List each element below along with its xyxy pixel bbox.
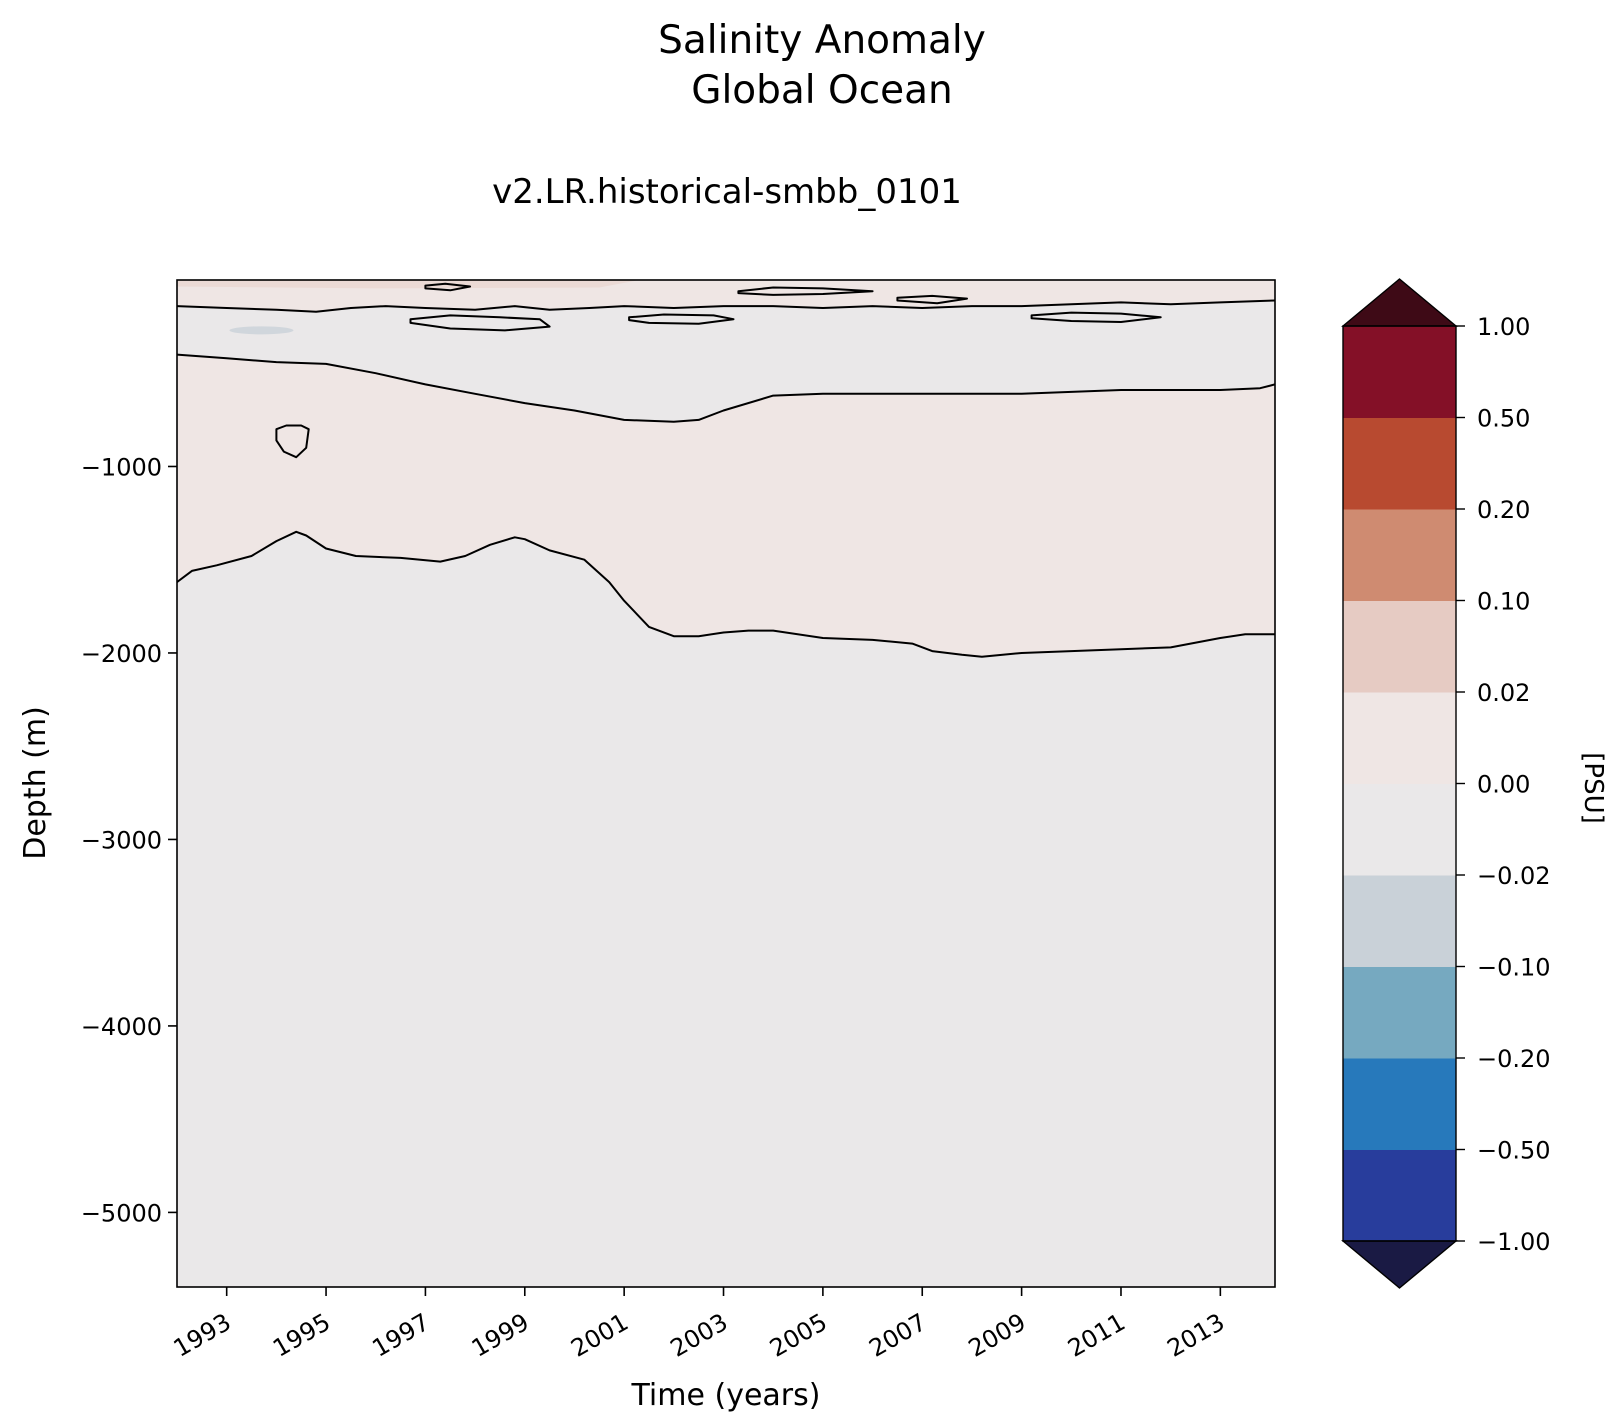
y-tick-label: −2000 [81,640,162,668]
x-tick-label: 1993 [169,1308,236,1363]
surface-weak-positive-patch [177,280,640,289]
colorbar-tick-label: 0.02 [1477,679,1530,707]
closed-loop-2007 [896,294,968,305]
y-tick-label: −4000 [81,1013,162,1041]
closed-loop-1996 [409,314,551,332]
colorbar-segment [1343,326,1456,418]
filled-regions [177,280,1275,657]
y-axis-ticks: −1000 −2000 −3000 −4000 −5000 [81,453,177,1227]
colorbar-tick-label: −0.02 [1477,862,1551,890]
zero-contour-deep [177,530,1275,658]
colorbar-segment [1343,600,1456,693]
closed-loop-2009 [1030,311,1162,323]
surface-positive-band [177,280,1275,312]
colorbar-segment [1343,692,1456,784]
colorbar-segment [1343,509,1456,601]
x-axis-label: Time (years) [631,1378,821,1413]
colorbar-label: [PSU] [1578,752,1608,824]
colorbar-tick-label: 1.00 [1477,313,1530,341]
colorbar-tick-label: 0.00 [1477,771,1530,799]
colorbar-tick-label: −0.20 [1477,1045,1551,1073]
positive-anomaly-band [177,354,1275,657]
colorbar-under-extension [1341,1240,1458,1289]
colorbar-tick-label: −0.10 [1477,954,1551,982]
plot-area [177,280,1275,1287]
x-tick-label: 2009 [964,1308,1031,1363]
run-label: v2.LR.historical-smbb_0101 [492,172,962,212]
colorbar-segment [1343,1149,1456,1242]
x-axis-ticks: 1993 1995 1997 1999 2001 2003 2005 2007 2009 2011… [169,1287,1229,1363]
x-tick-label: 2007 [864,1308,931,1363]
weak-negative-patch [229,326,294,335]
colorbar-segment [1343,966,1456,1059]
colorbar-tick-label: 0.10 [1477,588,1530,616]
contour-lines [177,282,1275,658]
closed-loop-1997 [424,282,472,292]
colorbar: −1.00 −0.50 −0.20 −0.10 −0.02 0.00 0.02 0.10 0.2… [1341,278,1551,1289]
colorbar-segment [1343,875,1456,967]
x-tick-label: 2005 [765,1308,832,1363]
x-tick-label: 1995 [268,1308,335,1363]
y-tick-label: −3000 [81,826,162,854]
colorbar-segment [1343,783,1456,876]
zero-contour-upper [177,299,1275,313]
x-tick-label: 2001 [566,1308,633,1363]
plot-frame [176,279,1276,1288]
y-axis-label: Depth (m) [18,706,53,860]
closed-loop-2002b [628,313,735,325]
chart-title: Salinity Anomaly [658,18,986,63]
colorbar-tick-label: −1.00 [1477,1228,1551,1256]
x-tick-label: 1999 [467,1308,534,1363]
zero-contour-mid [177,353,1275,423]
colorbar-segment [1343,417,1456,510]
x-tick-label: 1997 [368,1308,435,1363]
y-tick-label: −1000 [81,453,162,481]
y-tick-label: −5000 [81,1199,162,1227]
colorbar-tick-label: 0.50 [1477,405,1530,433]
x-tick-label: 2003 [666,1308,733,1363]
closed-loop-2002 [737,286,874,296]
closed-loop-1994 [275,424,310,459]
colorbar-segment [1343,1058,1456,1150]
x-tick-label: 2011 [1063,1308,1130,1363]
colorbar-over-extension [1341,278,1458,327]
colorbar-tick-label: 0.20 [1477,496,1530,524]
colorbar-tick-label: −0.50 [1477,1137,1551,1165]
x-tick-label: 2013 [1162,1308,1229,1363]
chart-subtitle: Global Ocean [691,68,953,113]
